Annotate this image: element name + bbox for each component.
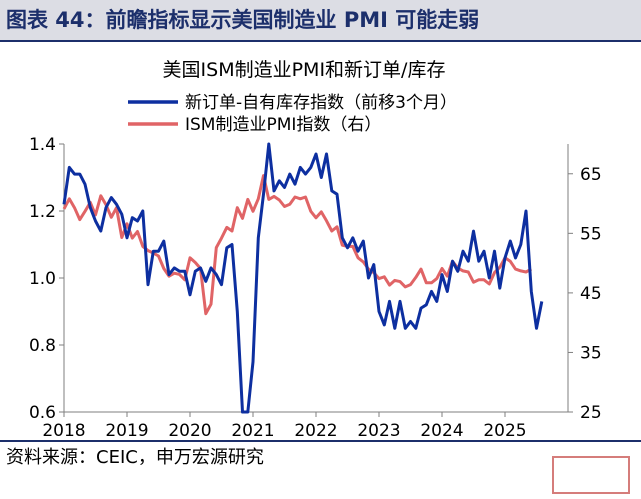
chart-title: 美国ISM制造业PMI和新订单/库存 — [163, 59, 446, 81]
right-tick-label: 45 — [580, 284, 602, 304]
x-tick-label: 2024 — [420, 421, 463, 440]
series-line-2 — [62, 174, 533, 316]
chart: 美国ISM制造业PMI和新订单/库存新订单-自有库存指数（前移3个月）ISM制造… — [29, 59, 602, 440]
left-tick-label: 1.0 — [29, 269, 56, 289]
legend-label-1: 新订单-自有库存指数（前移3个月） — [185, 93, 457, 113]
left-tick-label: 1.2 — [29, 202, 56, 222]
right-tick-label: 25 — [580, 403, 602, 423]
left-tick-label: 1.4 — [29, 135, 56, 155]
source-note: 资料来源：CEIC，申万宏源研究 — [6, 447, 264, 468]
header-divider — [0, 40, 641, 42]
x-tick-label: 2023 — [357, 421, 400, 440]
x-tick-label: 2021 — [231, 421, 274, 440]
right-tick-label: 35 — [580, 343, 602, 363]
right-tick-label: 55 — [580, 224, 602, 244]
right-tick-label: 65 — [580, 165, 602, 185]
series-line-1 — [62, 142, 544, 414]
footer-divider — [0, 440, 641, 442]
x-tick-label: 2025 — [483, 421, 526, 440]
x-tick-label: 2019 — [105, 421, 148, 440]
x-tick-label: 2020 — [168, 421, 211, 440]
watermark-stamp — [552, 456, 630, 494]
left-tick-label: 0.8 — [29, 336, 56, 356]
x-tick-label: 2022 — [294, 421, 337, 440]
x-tick-label: 2018 — [42, 421, 85, 440]
legend-label-2: ISM制造业PMI指数（右） — [185, 115, 381, 135]
figure-title: 图表 44：前瞻指标显示美国制造业 PMI 可能走弱 — [6, 8, 480, 32]
header-bar: 图表 44：前瞻指标显示美国制造业 PMI 可能走弱 — [0, 0, 641, 40]
left-tick-label: 0.6 — [29, 403, 56, 423]
